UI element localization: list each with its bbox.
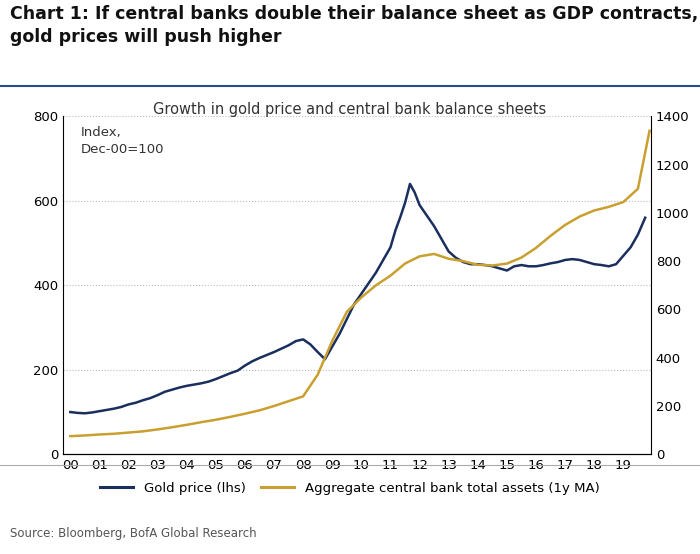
Text: Chart 1: If central banks double their balance sheet as GDP contracts,
gold pric: Chart 1: If central banks double their b… [10,5,699,46]
Text: Source: Bloomberg, BofA Global Research: Source: Bloomberg, BofA Global Research [10,527,257,540]
Text: Index,
Dec-00=100: Index, Dec-00=100 [80,126,164,156]
Legend: Gold price (lhs), Aggregate central bank total assets (1y MA): Gold price (lhs), Aggregate central bank… [95,477,605,500]
Text: Growth in gold price and central bank balance sheets: Growth in gold price and central bank ba… [153,102,547,117]
